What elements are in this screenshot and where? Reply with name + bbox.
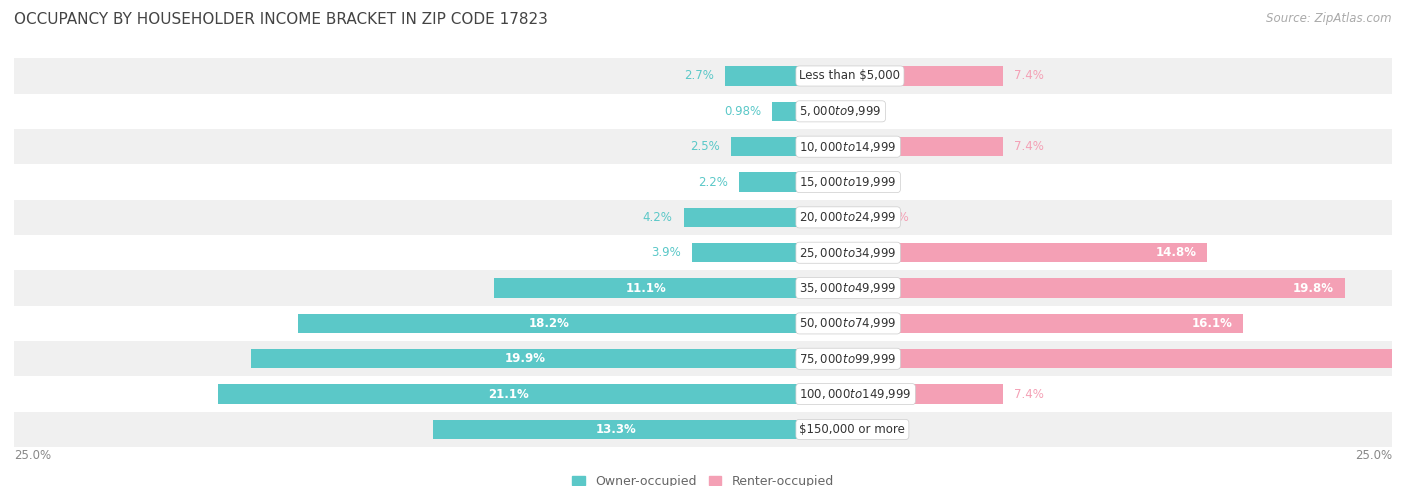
Bar <box>252 349 800 368</box>
Bar <box>800 349 1406 368</box>
Text: Source: ZipAtlas.com: Source: ZipAtlas.com <box>1267 12 1392 25</box>
Text: $10,000 to $14,999: $10,000 to $14,999 <box>800 139 897 154</box>
Bar <box>800 278 1346 298</box>
Text: $20,000 to $24,999: $20,000 to $24,999 <box>800 210 897 225</box>
Bar <box>14 235 1392 270</box>
Text: $150,000 or more: $150,000 or more <box>800 423 905 436</box>
Bar <box>800 137 1004 156</box>
Text: 7.4%: 7.4% <box>1014 69 1045 83</box>
Text: 2.7%: 2.7% <box>685 69 714 83</box>
Bar <box>800 384 1004 404</box>
Bar <box>433 420 800 439</box>
Text: 11.1%: 11.1% <box>626 281 666 295</box>
Text: 3.9%: 3.9% <box>651 246 681 259</box>
Bar <box>14 58 1392 94</box>
Text: 4.2%: 4.2% <box>643 211 672 224</box>
Text: 25.0%: 25.0% <box>14 449 51 462</box>
Text: 18.2%: 18.2% <box>529 317 569 330</box>
Text: 0.0%: 0.0% <box>810 175 841 189</box>
Text: 0.0%: 0.0% <box>810 423 841 436</box>
Text: 19.9%: 19.9% <box>505 352 546 365</box>
Text: 16.1%: 16.1% <box>1191 317 1232 330</box>
Bar <box>14 341 1392 377</box>
Bar <box>14 412 1392 447</box>
Bar <box>800 243 1208 262</box>
Bar <box>772 102 800 121</box>
Bar <box>738 173 800 192</box>
Text: 0.98%: 0.98% <box>724 105 762 118</box>
Text: $5,000 to $9,999: $5,000 to $9,999 <box>800 104 882 118</box>
Bar <box>725 66 800 86</box>
Text: 13.3%: 13.3% <box>596 423 637 436</box>
Bar <box>800 313 1243 333</box>
Text: 21.1%: 21.1% <box>488 388 529 400</box>
Bar <box>692 243 800 262</box>
Bar <box>14 200 1392 235</box>
Bar <box>14 270 1392 306</box>
Text: 25.0%: 25.0% <box>1355 449 1392 462</box>
Text: 2.5%: 2.5% <box>879 211 910 224</box>
Text: $100,000 to $149,999: $100,000 to $149,999 <box>800 387 912 401</box>
Text: 2.2%: 2.2% <box>697 175 728 189</box>
Text: $35,000 to $49,999: $35,000 to $49,999 <box>800 281 897 295</box>
Bar <box>14 306 1392 341</box>
Text: $50,000 to $74,999: $50,000 to $74,999 <box>800 316 897 330</box>
Bar <box>683 208 800 227</box>
Text: 7.4%: 7.4% <box>1014 388 1045 400</box>
Text: 0.0%: 0.0% <box>810 105 841 118</box>
Text: 2.5%: 2.5% <box>690 140 720 153</box>
Bar <box>14 129 1392 164</box>
Bar <box>14 377 1392 412</box>
Bar <box>298 313 800 333</box>
Text: Less than $5,000: Less than $5,000 <box>800 69 900 83</box>
Text: 7.4%: 7.4% <box>1014 140 1045 153</box>
Bar <box>218 384 800 404</box>
Bar <box>731 137 800 156</box>
Text: 14.8%: 14.8% <box>1156 246 1197 259</box>
Text: OCCUPANCY BY HOUSEHOLDER INCOME BRACKET IN ZIP CODE 17823: OCCUPANCY BY HOUSEHOLDER INCOME BRACKET … <box>14 12 548 27</box>
Text: $25,000 to $34,999: $25,000 to $34,999 <box>800 246 897 260</box>
Bar <box>800 66 1004 86</box>
Bar <box>800 208 869 227</box>
Legend: Owner-occupied, Renter-occupied: Owner-occupied, Renter-occupied <box>568 471 838 486</box>
Text: 19.8%: 19.8% <box>1294 281 1334 295</box>
Bar <box>14 94 1392 129</box>
Text: $15,000 to $19,999: $15,000 to $19,999 <box>800 175 897 189</box>
Text: $75,000 to $99,999: $75,000 to $99,999 <box>800 352 897 366</box>
Bar <box>14 164 1392 200</box>
Bar <box>494 278 800 298</box>
